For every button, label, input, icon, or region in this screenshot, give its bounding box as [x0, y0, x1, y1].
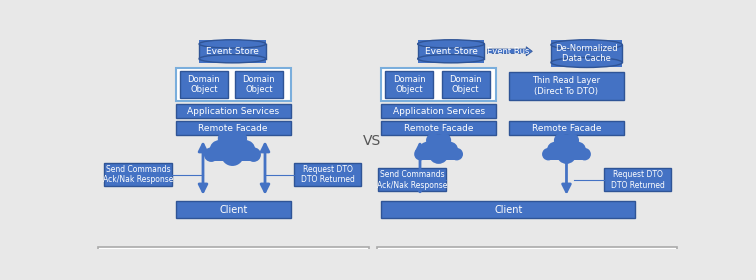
- Circle shape: [426, 133, 440, 147]
- Circle shape: [556, 144, 576, 164]
- Text: Domain
Object: Domain Object: [393, 75, 426, 94]
- Ellipse shape: [417, 40, 485, 48]
- Circle shape: [451, 148, 463, 160]
- FancyBboxPatch shape: [176, 202, 290, 218]
- Bar: [547, 150, 586, 160]
- Text: Domain
Object: Domain Object: [449, 75, 482, 94]
- FancyBboxPatch shape: [381, 68, 496, 101]
- Circle shape: [219, 132, 246, 158]
- Circle shape: [442, 142, 458, 158]
- Circle shape: [218, 130, 234, 146]
- Text: Send Commands
Ack/Nak Response: Send Commands Ack/Nak Response: [103, 165, 173, 184]
- FancyBboxPatch shape: [605, 168, 671, 192]
- Ellipse shape: [551, 57, 622, 67]
- Text: Remote Facade: Remote Facade: [531, 124, 601, 133]
- Circle shape: [542, 148, 555, 160]
- Circle shape: [414, 148, 426, 160]
- Circle shape: [429, 144, 448, 164]
- Circle shape: [204, 147, 218, 162]
- FancyBboxPatch shape: [442, 71, 490, 97]
- Text: Thin Read Layer
(Direct To DTO): Thin Read Layer (Direct To DTO): [532, 76, 600, 96]
- Text: Request DTO
DTO Returned: Request DTO DTO Returned: [301, 165, 355, 184]
- FancyBboxPatch shape: [385, 71, 433, 97]
- FancyBboxPatch shape: [180, 71, 228, 97]
- Circle shape: [221, 143, 244, 166]
- Text: Request DTO
DTO Returned: Request DTO DTO Returned: [611, 170, 665, 190]
- Ellipse shape: [199, 40, 266, 48]
- Bar: [417, 40, 485, 63]
- Text: Event Store: Event Store: [425, 47, 478, 56]
- Polygon shape: [488, 47, 532, 56]
- Ellipse shape: [551, 40, 622, 50]
- Text: Client: Client: [219, 205, 247, 215]
- Circle shape: [556, 135, 578, 157]
- FancyBboxPatch shape: [509, 122, 624, 135]
- FancyBboxPatch shape: [378, 168, 446, 192]
- Text: Application Services: Application Services: [392, 107, 485, 116]
- Bar: [376, 247, 677, 280]
- Text: VS: VS: [363, 134, 381, 148]
- Bar: [98, 247, 369, 280]
- Circle shape: [554, 133, 568, 147]
- FancyBboxPatch shape: [381, 104, 496, 118]
- Circle shape: [246, 147, 261, 162]
- Text: Event Bus: Event Bus: [487, 47, 529, 56]
- FancyBboxPatch shape: [176, 122, 290, 135]
- Ellipse shape: [417, 55, 485, 63]
- Text: Domain
Object: Domain Object: [187, 75, 220, 94]
- Bar: [209, 150, 256, 161]
- Text: Remote Facade: Remote Facade: [199, 124, 268, 133]
- Text: Send Commands
Ack/Nak Response: Send Commands Ack/Nak Response: [377, 170, 448, 190]
- Circle shape: [419, 142, 435, 158]
- Text: Application Services: Application Services: [187, 107, 279, 116]
- Text: Client: Client: [494, 205, 522, 215]
- FancyBboxPatch shape: [104, 163, 172, 186]
- FancyBboxPatch shape: [509, 72, 624, 100]
- FancyBboxPatch shape: [235, 71, 283, 97]
- Bar: [199, 40, 266, 63]
- FancyBboxPatch shape: [294, 163, 361, 186]
- Circle shape: [437, 133, 451, 147]
- Ellipse shape: [199, 55, 266, 63]
- Circle shape: [231, 130, 247, 146]
- FancyBboxPatch shape: [381, 202, 636, 218]
- FancyBboxPatch shape: [176, 68, 290, 101]
- Text: Remote Facade: Remote Facade: [404, 124, 473, 133]
- Circle shape: [427, 135, 450, 157]
- Text: Domain
Object: Domain Object: [243, 75, 275, 94]
- Text: De-Normalized
Data Cache: De-Normalized Data Cache: [556, 44, 618, 63]
- FancyBboxPatch shape: [176, 104, 290, 118]
- Circle shape: [209, 140, 229, 160]
- FancyBboxPatch shape: [381, 122, 496, 135]
- Circle shape: [565, 133, 579, 147]
- Circle shape: [578, 148, 591, 160]
- Circle shape: [236, 140, 256, 160]
- Circle shape: [547, 142, 564, 158]
- Text: Event Store: Event Store: [206, 47, 259, 56]
- Circle shape: [569, 142, 586, 158]
- Bar: [419, 150, 458, 160]
- Bar: [551, 40, 622, 67]
